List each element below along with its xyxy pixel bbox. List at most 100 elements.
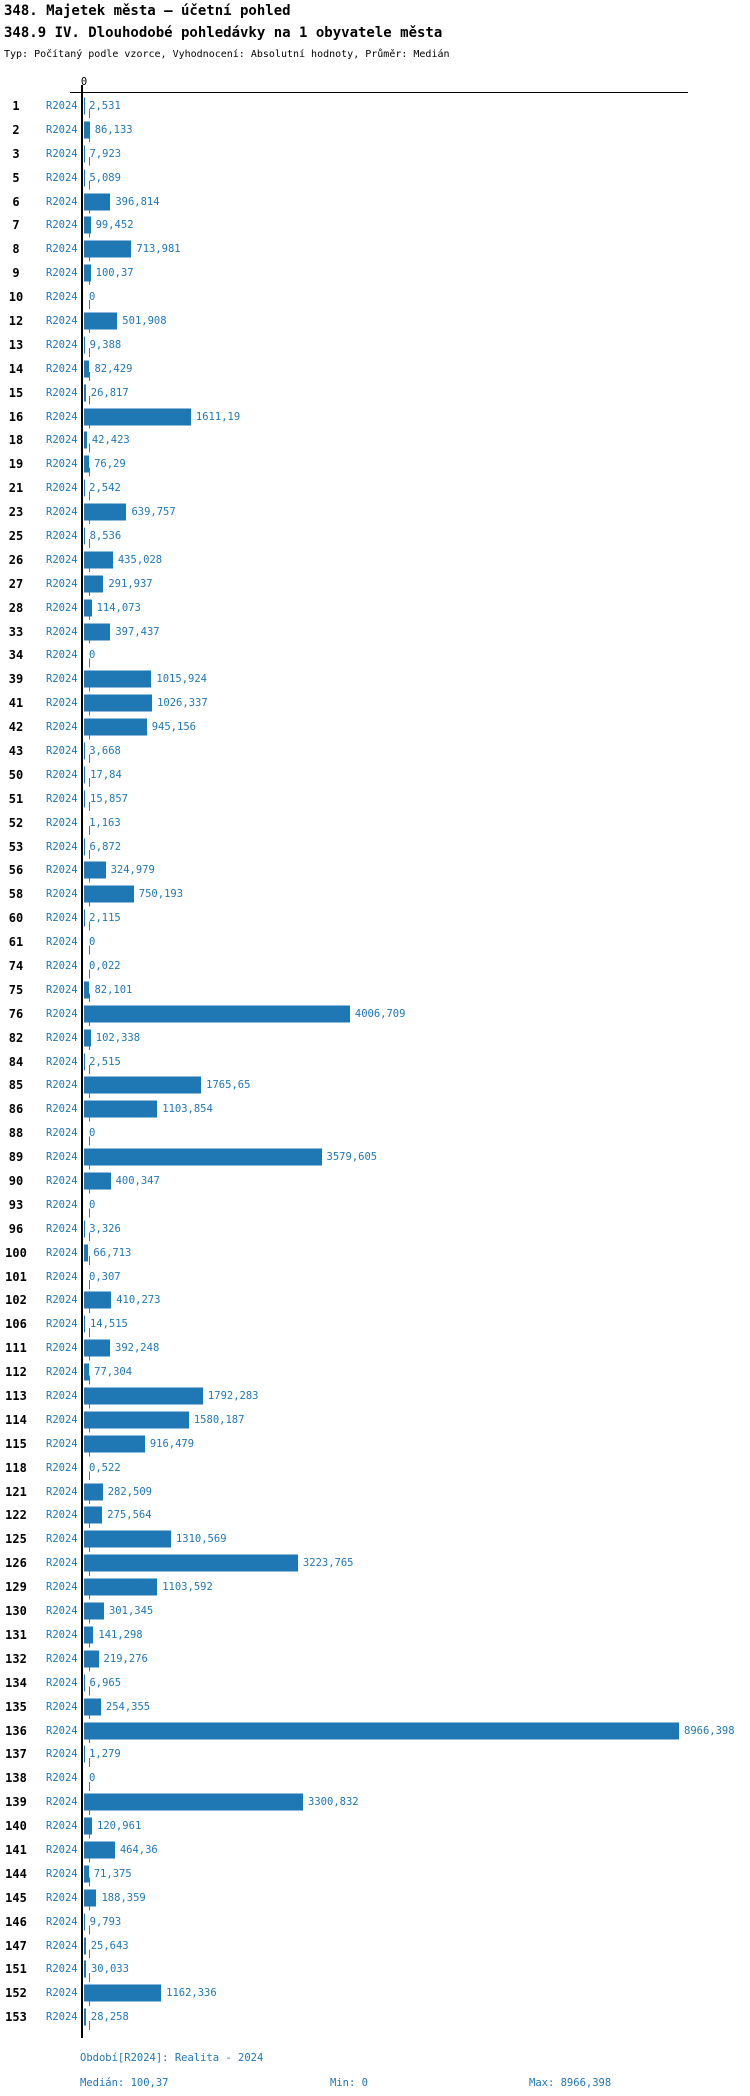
value-bar xyxy=(84,981,90,999)
value-label: 501,908 xyxy=(122,314,167,327)
row-period-label: R2024 xyxy=(46,721,78,734)
row-number: 33 xyxy=(8,624,24,639)
row-period-label: R2024 xyxy=(46,1294,78,1307)
value-label: 639,757 xyxy=(131,506,176,519)
row-number: 151 xyxy=(5,1962,27,1977)
row-period-label: R2024 xyxy=(46,1055,78,1068)
row-period-label: R2024 xyxy=(46,1151,78,1164)
value-label: 6,965 xyxy=(89,1676,122,1689)
row-period-label: R2024 xyxy=(46,123,78,136)
chart-row: 42 R2024 945,156 xyxy=(0,715,750,739)
chart-row: 131 R2024 141,298 xyxy=(0,1623,750,1647)
row-period-label: R2024 xyxy=(46,840,78,853)
value-bar xyxy=(84,527,85,545)
row-period-label: R2024 xyxy=(46,338,78,351)
row-period-label: R2024 xyxy=(46,1509,78,1522)
chart-row: 21 R2024 2,542 xyxy=(0,476,750,500)
row-period-label: R2024 xyxy=(46,1533,78,1546)
row-period-label: R2024 xyxy=(46,1390,78,1403)
value-label: 464,36 xyxy=(119,1843,158,1856)
row-period-label: R2024 xyxy=(46,1270,78,1283)
value-label: 713,981 xyxy=(136,243,181,256)
row-number: 93 xyxy=(8,1197,24,1212)
row-number: 13 xyxy=(8,337,24,352)
row-period-label: R2024 xyxy=(46,1581,78,1594)
row-period-label: R2024 xyxy=(46,1198,78,1211)
row-number: 118 xyxy=(5,1460,27,1475)
chart-row: 96 R2024 3,326 xyxy=(0,1217,750,1241)
chart-row: 34 R2024 0 xyxy=(0,643,750,667)
chart-row: 147 R2024 25,643 xyxy=(0,1934,750,1958)
chart-row: 146 R2024 9,793 xyxy=(0,1910,750,1934)
row-period-label: R2024 xyxy=(46,1652,78,1665)
row-period-label: R2024 xyxy=(46,553,78,566)
value-label: 66,713 xyxy=(93,1246,132,1259)
chart-row: 6 R2024 396,814 xyxy=(0,190,750,214)
value-label: 0,022 xyxy=(89,960,121,972)
min-stat: Min: 0 xyxy=(330,2077,368,2089)
x-axis-zero-tick-label: 0 xyxy=(80,76,88,88)
value-label: 0 xyxy=(89,936,96,949)
value-label: 1765,65 xyxy=(206,1079,251,1092)
chart-row: 86 R2024 1103,854 xyxy=(0,1097,750,1121)
row-number: 135 xyxy=(5,1699,27,1714)
value-label: 77,304 xyxy=(94,1366,133,1379)
value-bar xyxy=(84,1817,93,1835)
row-period-label: R2024 xyxy=(46,1676,78,1689)
value-label: 392,248 xyxy=(115,1342,160,1355)
chart-row: 122 R2024 275,564 xyxy=(0,1504,750,1528)
row-number: 114 xyxy=(5,1412,27,1427)
value-label: 1015,924 xyxy=(156,673,207,686)
row-period-label: R2024 xyxy=(46,960,78,972)
row-number: 26 xyxy=(8,552,24,567)
chart-row: 7 R2024 99,452 xyxy=(0,213,750,237)
chart-row: 50 R2024 17,84 xyxy=(0,763,750,787)
row-number: 100 xyxy=(5,1245,27,1260)
row-number: 96 xyxy=(8,1221,24,1236)
value-label: 410,273 xyxy=(116,1294,161,1307)
value-label: 0,522 xyxy=(89,1461,121,1474)
value-label: 397,437 xyxy=(115,625,160,638)
value-label: 916,479 xyxy=(149,1437,195,1450)
row-period-label: R2024 xyxy=(46,1031,78,1044)
chart-row: 12 R2024 501,908 xyxy=(0,309,750,333)
chart-row: 144 R2024 71,375 xyxy=(0,1862,750,1886)
chart-row: 8 R2024 713,981 xyxy=(0,237,750,261)
row-number: 14 xyxy=(8,361,24,376)
value-bar xyxy=(84,503,127,521)
value-label: 301,345 xyxy=(108,1605,154,1618)
row-period-label: R2024 xyxy=(46,1843,78,1856)
chart-row: 100 R2024 66,713 xyxy=(0,1241,750,1265)
value-label: 17,84 xyxy=(90,768,122,781)
row-period-label: R2024 xyxy=(46,577,78,590)
row-period-label: R2024 xyxy=(46,195,78,208)
row-number: 139 xyxy=(5,1795,27,1810)
row-number: 28 xyxy=(8,600,24,615)
row-number: 130 xyxy=(5,1604,27,1619)
row-period-label: R2024 xyxy=(46,434,78,447)
chart-row: 145 R2024 188,359 xyxy=(0,1886,750,1910)
row-number: 19 xyxy=(8,457,24,472)
chart-row: 113 R2024 1792,283 xyxy=(0,1384,750,1408)
chart-row: 74 R2024 0,022 xyxy=(0,954,750,978)
chart-row: 23 R2024 639,757 xyxy=(0,500,750,524)
value-label: 400,347 xyxy=(115,1175,160,1188)
chart-row: 111 R2024 392,248 xyxy=(0,1336,750,1360)
value-bar xyxy=(84,193,111,210)
row-number: 152 xyxy=(5,1986,27,2001)
row-number: 129 xyxy=(5,1580,27,1595)
row-number: 113 xyxy=(5,1389,27,1404)
value-label: 3,668 xyxy=(89,744,121,757)
row-period-label: R2024 xyxy=(46,1796,78,1809)
row-period-label: R2024 xyxy=(46,1175,78,1188)
row-period-label: R2024 xyxy=(46,219,78,232)
chart-row: 33 R2024 397,437 xyxy=(0,620,750,644)
value-bar xyxy=(84,623,111,641)
chart-row: 106 R2024 14,515 xyxy=(0,1312,750,1336)
row-period-label: R2024 xyxy=(46,649,78,662)
median-reference-line xyxy=(89,94,91,2040)
chart-row: 141 R2024 464,36 xyxy=(0,1838,750,1862)
row-number: 53 xyxy=(8,839,24,854)
value-label: 86,133 xyxy=(94,123,133,136)
value-label: 8966,398 xyxy=(684,1724,735,1737)
